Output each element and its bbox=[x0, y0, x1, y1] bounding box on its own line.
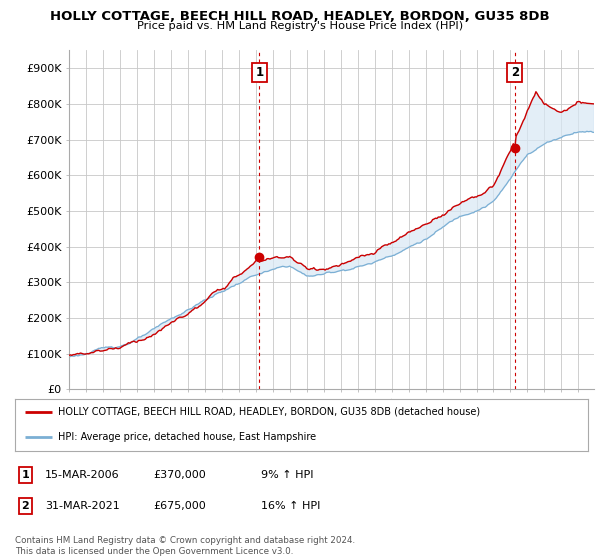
Text: 15-MAR-2006: 15-MAR-2006 bbox=[45, 470, 119, 480]
Text: 2: 2 bbox=[22, 501, 29, 511]
Text: Price paid vs. HM Land Registry's House Price Index (HPI): Price paid vs. HM Land Registry's House … bbox=[137, 21, 463, 31]
Text: £675,000: £675,000 bbox=[153, 501, 206, 511]
Text: HPI: Average price, detached house, East Hampshire: HPI: Average price, detached house, East… bbox=[58, 432, 316, 442]
Text: 1: 1 bbox=[255, 66, 263, 79]
Text: 2: 2 bbox=[511, 66, 519, 79]
Text: £370,000: £370,000 bbox=[153, 470, 206, 480]
Text: 31-MAR-2021: 31-MAR-2021 bbox=[45, 501, 120, 511]
Text: 16% ↑ HPI: 16% ↑ HPI bbox=[261, 501, 320, 511]
Text: 9% ↑ HPI: 9% ↑ HPI bbox=[261, 470, 314, 480]
Text: Contains HM Land Registry data © Crown copyright and database right 2024.
This d: Contains HM Land Registry data © Crown c… bbox=[15, 536, 355, 556]
Text: HOLLY COTTAGE, BEECH HILL ROAD, HEADLEY, BORDON, GU35 8DB: HOLLY COTTAGE, BEECH HILL ROAD, HEADLEY,… bbox=[50, 10, 550, 23]
Text: HOLLY COTTAGE, BEECH HILL ROAD, HEADLEY, BORDON, GU35 8DB (detached house): HOLLY COTTAGE, BEECH HILL ROAD, HEADLEY,… bbox=[58, 407, 480, 417]
Text: 1: 1 bbox=[22, 470, 29, 480]
